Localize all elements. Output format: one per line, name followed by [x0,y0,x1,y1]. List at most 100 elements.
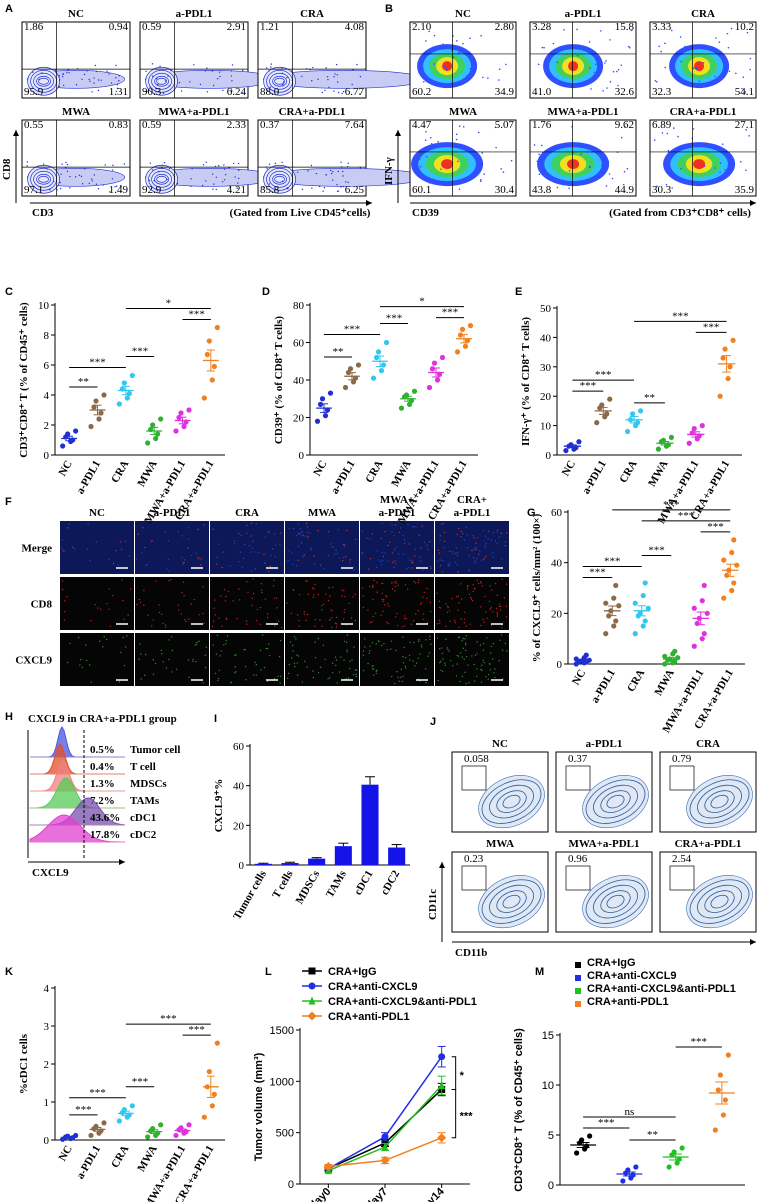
event-dot [740,160,742,163]
significance-label: *** [132,1076,149,1088]
significance-label: *** [442,307,459,319]
stain-dot [240,534,243,537]
stain-dot [310,547,312,550]
stain-dot [411,562,413,564]
stain-dot [427,622,429,624]
event-dot [728,70,731,73]
stain-dot [448,563,450,566]
event-dot [325,67,327,69]
stain-dot [361,530,364,532]
stain-dot [429,635,431,638]
event-dot [62,84,65,87]
event-dot [664,42,666,45]
marker [381,1142,389,1151]
event-dot [665,183,668,186]
stain-dot [369,645,371,648]
stain-dot [472,590,474,593]
event-dot [95,70,98,73]
stain-dot [476,537,479,539]
stain-dot [369,650,371,652]
stain-dot [347,677,350,679]
plot-title: CRA [691,8,715,20]
event-dot [458,51,460,54]
x-tick-label: TAMs [324,868,349,900]
event-dot [43,163,45,165]
event-dot [277,91,279,93]
stain-dot [466,534,468,536]
stain-dot [491,658,494,660]
stain-dot [369,558,372,560]
stain-dot [494,668,496,670]
stain-dot [380,644,383,647]
data-point [691,643,697,649]
gate [669,865,695,891]
stain-dot [80,658,82,661]
stain-dot [393,548,395,551]
y-tick-label: 80 [293,300,305,312]
stain-dot [438,606,441,609]
stain-dot [89,559,91,562]
stain-dot [246,532,248,535]
event-dot [656,185,658,187]
stain-dot [381,559,384,561]
event-dot [204,70,207,72]
stain-dot [462,533,465,535]
stain-dot [381,551,384,554]
event-dot [590,88,592,90]
stain-dot [368,652,370,654]
y-tick-label: 0 [546,450,552,462]
stain-dot [483,621,485,623]
stain-dot [325,593,327,595]
stain-dot [404,617,406,620]
stain-dot [235,654,237,656]
stain-dot [381,582,384,584]
legend-label: CRA+anti-PDL1 [328,1011,410,1023]
stain-dot [335,626,338,628]
event-dot [593,54,596,56]
event-dot [677,135,679,138]
stain-dot [314,625,316,627]
stain-dot [264,536,267,538]
stain-dot [313,588,315,590]
data-point [129,1103,135,1109]
stain-dot [279,543,281,545]
event-dot [481,152,484,154]
event-dot [668,157,670,160]
stain-dot [267,680,269,683]
stain-dot [261,634,264,636]
event-dot [38,78,40,81]
event-dot [337,170,339,173]
row-label: Merge [21,543,52,555]
stain-dot [299,527,302,530]
event-dot [116,185,118,187]
stain-dot [353,569,355,571]
stain-dot [334,656,337,658]
event-dot [91,91,93,93]
stain-dot [335,664,337,667]
data-point [668,434,675,440]
event-dot [616,70,618,73]
stain-dot [214,672,217,675]
event-dot [510,159,513,162]
event-dot [91,178,93,180]
quadrant-value: 95.9 [24,86,44,98]
stain-dot [496,542,499,545]
event-dot [216,77,219,80]
stain-dot [221,625,223,627]
event-dot [580,153,582,156]
stain-dot [302,534,305,536]
contour [154,173,169,185]
stain-dot [236,618,238,620]
stain-dot [402,675,404,678]
stain-dot [164,531,166,533]
stain-dot [382,600,384,603]
event-dot [281,72,284,74]
event-dot [745,169,747,172]
stain-dot [397,584,399,586]
data-point [116,1118,122,1124]
stain-dot [451,551,454,553]
stain-dot [407,588,409,591]
stain-dot [197,528,199,531]
contour [36,75,51,87]
arrow-head [395,130,401,136]
